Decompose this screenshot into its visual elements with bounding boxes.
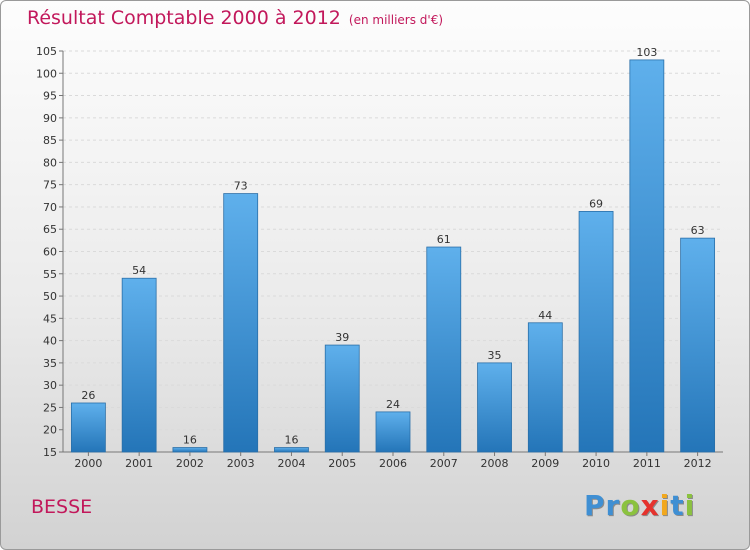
bar [578, 210, 614, 453]
bar [527, 322, 563, 453]
x-tick-label: 2011 [633, 457, 661, 470]
y-tick-label: 50 [43, 290, 57, 303]
data-label: 16 [284, 434, 298, 447]
bar [121, 277, 157, 453]
logo-letter: P [584, 489, 606, 522]
bar [680, 237, 716, 453]
bar [375, 411, 411, 453]
y-tick-label: 70 [43, 201, 57, 214]
logo-letter: t [670, 489, 685, 522]
data-label: 73 [234, 180, 248, 193]
y-tick-label: 95 [43, 90, 57, 103]
x-tick-label: 2004 [277, 457, 305, 470]
proxiti-logo: Proxiti [584, 489, 695, 522]
bar [172, 447, 208, 453]
bar [426, 246, 462, 453]
chart-subtitle: (en milliers d'€) [348, 13, 444, 27]
x-tick-label: 2010 [582, 457, 610, 470]
logo-letter: x [640, 489, 660, 522]
y-tick-label: 45 [43, 312, 57, 325]
y-tick-label: 90 [43, 112, 57, 125]
y-tick-label: 85 [43, 134, 57, 147]
x-tick-label: 2002 [176, 457, 204, 470]
data-label: 61 [437, 233, 451, 246]
y-tick-label: 105 [36, 45, 57, 58]
x-tick-label: 2008 [481, 457, 509, 470]
y-tick-label: 75 [43, 179, 57, 192]
logo-letter: r [605, 489, 621, 522]
x-tick-label: 2000 [74, 457, 102, 470]
x-tick-label: 2006 [379, 457, 407, 470]
y-tick-label: 15 [43, 446, 57, 459]
y-tick-label: 35 [43, 357, 57, 370]
bar [477, 362, 512, 453]
x-tick-label: 2001 [125, 457, 153, 470]
y-tick-label: 55 [43, 268, 57, 281]
x-tick-label: 2009 [531, 457, 559, 470]
x-tick-label: 2005 [328, 457, 356, 470]
y-tick-label: 65 [43, 223, 57, 236]
data-label: 44 [538, 309, 552, 322]
y-tick-label: 40 [43, 335, 57, 348]
x-tick-label: 2003 [227, 457, 255, 470]
x-tick-label: 2012 [684, 457, 712, 470]
y-tick-label: 80 [43, 156, 57, 169]
bar [70, 402, 106, 453]
x-tick-label: 2007 [430, 457, 458, 470]
logo-letter: o [620, 489, 641, 522]
city-name: BESSE [31, 496, 93, 518]
y-tick-label: 25 [43, 401, 57, 414]
bar [324, 344, 360, 453]
bar [223, 193, 259, 453]
y-tick-label: 60 [43, 246, 57, 259]
data-label: 69 [589, 197, 603, 210]
chart-title: Résultat Comptable 2000 à 2012 (en millie… [27, 7, 443, 29]
y-tick-label: 20 [43, 424, 57, 437]
logo-letter: i [659, 489, 671, 522]
bar [274, 447, 309, 453]
data-label: 24 [386, 398, 400, 411]
data-label: 39 [335, 331, 349, 344]
y-tick-label: 30 [43, 379, 57, 392]
y-tick-label: 100 [36, 67, 57, 80]
data-label: 16 [183, 434, 197, 447]
data-label: 35 [488, 349, 502, 362]
data-label: 63 [691, 224, 705, 237]
data-label: 26 [81, 389, 95, 402]
bar [629, 59, 665, 453]
data-label: 54 [132, 264, 146, 277]
chart-title-main: Résultat Comptable 2000 à 2012 [27, 7, 341, 29]
logo-letter: i [684, 489, 696, 522]
data-label: 103 [636, 46, 657, 59]
